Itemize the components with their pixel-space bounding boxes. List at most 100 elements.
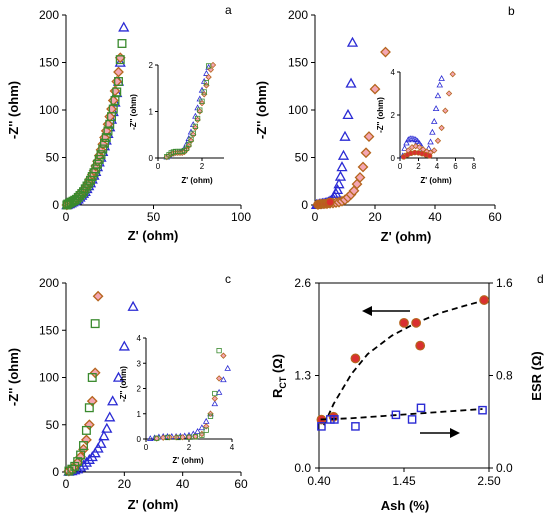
- panel-label-b: b: [508, 4, 515, 18]
- inset-a-data-point-square: [199, 98, 205, 104]
- inset-b-data-point-triangle: [403, 139, 410, 146]
- inset-c-x-tick-label: 2: [187, 443, 192, 452]
- panel-d-data-point-rct: [415, 340, 426, 351]
- inset-a-x-tick-label: 0: [156, 162, 161, 171]
- inset-c-data-point-square: [186, 434, 192, 440]
- panel-d-data-point-esr: [317, 422, 326, 431]
- panel-b-y-tick-label: 0: [301, 198, 308, 212]
- panel-a-data-point-square: [114, 77, 123, 86]
- panel-c-x-tick-label: 0: [63, 477, 70, 491]
- inset-a-data-point-triangle: [203, 69, 210, 76]
- panel-a-data-point-square: [110, 96, 120, 105]
- esr-arrow-head: [450, 428, 460, 438]
- panel-c-data-point-triangle: [92, 442, 104, 453]
- panel-c-y-tick-label: 100: [39, 371, 59, 385]
- inset-c-x-axis-title: Z' (ohm): [172, 456, 204, 465]
- panel-b-x-tick-label: 40: [428, 210, 442, 224]
- panel-a-data-point-square: [101, 133, 111, 143]
- panel-a-data-point-square: [93, 159, 102, 169]
- inset-b-data-point-diamond: [431, 147, 438, 154]
- panel-d-x-axis-title: Ash (%): [381, 498, 429, 513]
- panel-b-y-tick-label: 100: [288, 103, 308, 117]
- panel-a-data-point-square: [117, 39, 127, 48]
- panel-d-data-point-rct: [479, 295, 490, 305]
- panel-a-data-point-square: [100, 138, 109, 148]
- panel-d-data-point-rct: [399, 317, 409, 328]
- inset-a-data-point-square: [201, 89, 207, 95]
- panel-a-data-point-square: [96, 150, 106, 160]
- panel-d-fit-line-rct: [323, 299, 486, 426]
- inset-a-data-point-square: [197, 107, 203, 113]
- panel-d-data-point-esr: [351, 422, 360, 431]
- inset-b-data-point-diamond: [442, 107, 449, 114]
- inset-c-data-point-square: [164, 434, 171, 441]
- panel-b-data-point-diamond: [363, 131, 375, 143]
- inset-a-data-point-square: [190, 130, 196, 136]
- inset-b-y-axis-title: -Z'' (ohm): [376, 97, 385, 133]
- panel-b-data-point-triangle: [339, 130, 351, 141]
- inset-c-data-point-triangle: [147, 435, 154, 441]
- inset-b-data-point-circle: [426, 153, 433, 159]
- inset-c-data-point-square: [207, 413, 214, 419]
- inset-b-y-tick-label: 2: [391, 111, 396, 120]
- rct-unit: (Ω): [270, 354, 285, 377]
- panel-d-y-left-tick-label: 0.0: [294, 461, 311, 475]
- panel-c-data-point-square: [73, 457, 83, 467]
- rct-subscript: CT: [278, 376, 288, 388]
- inset-c-y-tick-label: 1: [137, 410, 142, 419]
- panel-c-x-tick-label: 40: [176, 477, 190, 491]
- panel-d-y-right-tick-label: 0.8: [496, 369, 513, 383]
- panel-a-y-tick-label: 150: [39, 56, 59, 70]
- inset-a-data-point-square: [192, 123, 199, 129]
- inset-c-y-tick-label: 2: [137, 385, 142, 394]
- inset-c-y-tick-label: 0: [137, 435, 142, 444]
- panel-a-data-point-square: [103, 126, 113, 136]
- inset-b-y-tick-label: 4: [391, 68, 396, 77]
- panel-a-data-point-diamond: [107, 95, 119, 106]
- panel-d-data-point-esr: [407, 415, 417, 424]
- panel-d-data-point-rct: [350, 353, 361, 364]
- chart-panel-a: 0 50 100 0 50 100 150 200 Z' (ohm) -Z'' (ohm) 0 2 0 1…: [6, 8, 251, 243]
- inset-panel-c: 0 2 4 0 1 2 3 4 Z' (ohm) -Z'' (ohm): [119, 334, 235, 465]
- panel-d-data-point-esr: [330, 415, 339, 424]
- panel-d-data-point-esr: [391, 410, 401, 420]
- inset-b-data-point-triangle: [429, 128, 436, 135]
- panel-c-data-point-square: [84, 403, 94, 413]
- panel-c-data-point-triangle: [98, 430, 110, 441]
- panel-b-x-axis-title: Z' (ohm): [381, 229, 432, 244]
- inset-a-data-point-diamond: [196, 108, 203, 115]
- panel-b-y-tick-label: 150: [288, 56, 308, 70]
- inset-b-data-point-diamond: [434, 137, 442, 144]
- inset-c-data-point-square: [199, 432, 205, 438]
- panel-label-a: a: [225, 3, 232, 17]
- panel-b-data-point-triangle: [342, 108, 354, 119]
- panel-b-y-tick-label: 50: [295, 151, 309, 165]
- inset-a-data-point-diamond: [209, 61, 217, 69]
- panel-c-data-point-triangle: [104, 411, 116, 422]
- panel-c-data-point-diamond: [89, 367, 101, 379]
- inset-c-data-point-square: [175, 434, 181, 441]
- panel-d-y-right-axis-title: ESR (Ω): [529, 351, 544, 400]
- panel-a-y-tick-label: 50: [46, 151, 60, 165]
- inset-b-x-tick-label: 2: [416, 162, 421, 171]
- panel-c-data-point-square: [87, 373, 97, 382]
- inset-b-x-tick-label: 6: [453, 162, 458, 171]
- inset-a-x-axis-title: Z' (ohm): [181, 176, 213, 185]
- inset-a-data-point-square: [205, 63, 212, 69]
- panel-d-x-tick-label: 2.50: [477, 474, 501, 488]
- panel-d-x-tick-label: 1.45: [392, 474, 416, 488]
- inset-panel-a: 0 2 0 1 2 Z' (ohm) -Z'' (ohm): [129, 61, 224, 185]
- inset-a-data-point-square: [203, 80, 210, 86]
- inset-a-y-tick-label: 1: [149, 108, 154, 117]
- panel-b-data-point-diamond: [357, 161, 369, 173]
- panel-d-x-tick-label: 0.40: [307, 474, 331, 488]
- panel-c-data-point-diamond: [92, 290, 104, 302]
- panel-a-data-point-triangle: [118, 21, 130, 32]
- inset-b-data-point-diamond: [438, 124, 445, 132]
- panel-d-data-point-rct: [411, 317, 422, 328]
- panel-a-data-point-square: [98, 144, 108, 154]
- panel-b-x-tick-label: 20: [368, 210, 382, 224]
- inset-c-data-point-diamond: [153, 435, 160, 442]
- panel-c-y-tick-label: 0: [52, 465, 59, 479]
